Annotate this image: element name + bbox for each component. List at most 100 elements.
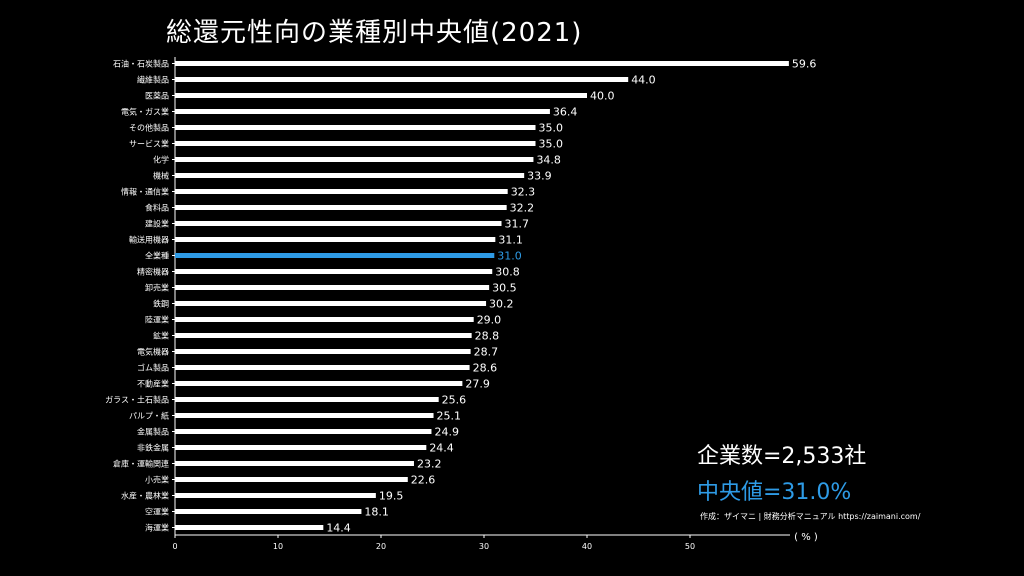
bar	[175, 77, 629, 82]
value-label: 30.8	[495, 266, 520, 279]
bar	[175, 461, 414, 466]
bar	[175, 269, 493, 274]
bar	[175, 173, 525, 178]
bar	[175, 205, 507, 210]
value-label: 32.3	[511, 186, 536, 199]
category-label: 非鉄金属	[137, 443, 169, 453]
bar	[175, 221, 502, 226]
value-label: 18.1	[364, 506, 389, 519]
x-unit-label: ( % )	[794, 532, 818, 543]
bar	[175, 477, 408, 482]
category-label: その他製品	[129, 123, 169, 133]
category-label: 不動産業	[137, 379, 169, 389]
category-label: 空運業	[145, 507, 169, 517]
bar	[175, 349, 471, 354]
value-label: 31.0	[497, 250, 522, 263]
x-tick-label: 50	[685, 542, 695, 551]
category-label: 電気・ガス業	[121, 107, 169, 117]
category-label: 陸運業	[145, 315, 169, 325]
x-tick-label: 20	[376, 542, 386, 551]
bar	[175, 93, 587, 98]
value-label: 28.6	[473, 362, 498, 375]
company-count-label: 企業数=2,533社	[697, 444, 867, 469]
bar	[175, 189, 508, 194]
value-label: 23.2	[417, 458, 442, 471]
category-label: 建設業	[145, 219, 169, 229]
median-label: 中央値=31.0%	[697, 480, 852, 505]
bar	[175, 301, 487, 306]
category-label: 卸売業	[145, 283, 169, 293]
value-label: 36.4	[553, 106, 578, 119]
category-label: 食料品	[145, 203, 169, 213]
bar	[175, 493, 376, 498]
value-label: 19.5	[379, 490, 404, 503]
category-label: サービス業	[129, 139, 169, 149]
bar	[175, 285, 490, 290]
category-label: 化学	[153, 155, 169, 165]
value-label: 25.1	[437, 410, 462, 423]
category-label: 機械	[153, 171, 169, 181]
category-label: 医薬品	[145, 91, 169, 101]
x-tick-label: 40	[582, 542, 592, 551]
value-label: 29.0	[477, 314, 502, 327]
value-label: 28.7	[474, 346, 499, 359]
chart-title: 総還元性向の業種別中央値(2021)	[166, 18, 583, 48]
bar	[175, 397, 439, 402]
bar	[175, 381, 463, 386]
bar	[175, 509, 362, 514]
value-label: 14.4	[326, 522, 351, 535]
bar	[175, 141, 536, 146]
category-label: ガラス・土石製品	[105, 395, 169, 405]
category-label: 繊維製品	[137, 75, 169, 85]
category-label: 電気機器	[137, 347, 169, 357]
bar	[175, 125, 536, 130]
bar	[175, 109, 550, 114]
x-tick-label: 30	[479, 542, 489, 551]
category-label: 小売業	[145, 475, 169, 485]
value-label: 25.6	[442, 394, 467, 407]
credit-text: 作成：ザイマニ | 財務分析マニュアル https://zaimani.com/	[700, 512, 921, 521]
bar	[175, 157, 534, 162]
value-label: 28.8	[475, 330, 500, 343]
category-label: 海運業	[145, 523, 169, 533]
bar	[175, 237, 496, 242]
bar	[175, 333, 472, 338]
category-label: 情報・通信業	[121, 187, 169, 197]
category-label: 輸送用機器	[129, 235, 169, 245]
value-label: 22.6	[411, 474, 436, 487]
bar	[175, 253, 495, 258]
value-label: 27.9	[465, 378, 490, 391]
value-label: 32.2	[510, 202, 535, 215]
category-label: 鉱業	[153, 331, 169, 341]
value-label: 30.5	[492, 282, 517, 295]
category-label: パルプ・紙	[129, 411, 169, 421]
category-label: 水産・農林業	[121, 491, 169, 501]
value-label: 35.0	[539, 138, 564, 151]
category-label: 石油・石炭製品	[113, 59, 169, 69]
bar	[175, 429, 432, 434]
value-label: 33.9	[527, 170, 552, 183]
category-label: ゴム製品	[137, 363, 169, 373]
category-label: 金属製品	[137, 427, 169, 437]
bar	[175, 365, 470, 370]
category-label: 全業種	[145, 251, 169, 261]
value-label: 24.9	[434, 426, 459, 439]
bar	[175, 317, 474, 322]
value-label: 31.7	[505, 218, 530, 231]
value-label: 59.6	[792, 58, 817, 71]
x-tick-label: 0	[172, 542, 177, 551]
category-label: 倉庫・運輸関連	[113, 459, 169, 469]
bar	[175, 525, 324, 530]
category-label: 鉄鋼	[153, 299, 169, 309]
value-label: 40.0	[590, 90, 615, 103]
bar	[175, 413, 434, 418]
value-label: 24.4	[429, 442, 454, 455]
value-label: 35.0	[539, 122, 564, 135]
value-label: 44.0	[631, 74, 656, 87]
category-label: 精密機器	[137, 267, 169, 277]
bar	[175, 61, 789, 66]
value-label: 34.8	[536, 154, 561, 167]
x-tick-label: 10	[273, 542, 283, 551]
value-label: 30.2	[489, 298, 514, 311]
